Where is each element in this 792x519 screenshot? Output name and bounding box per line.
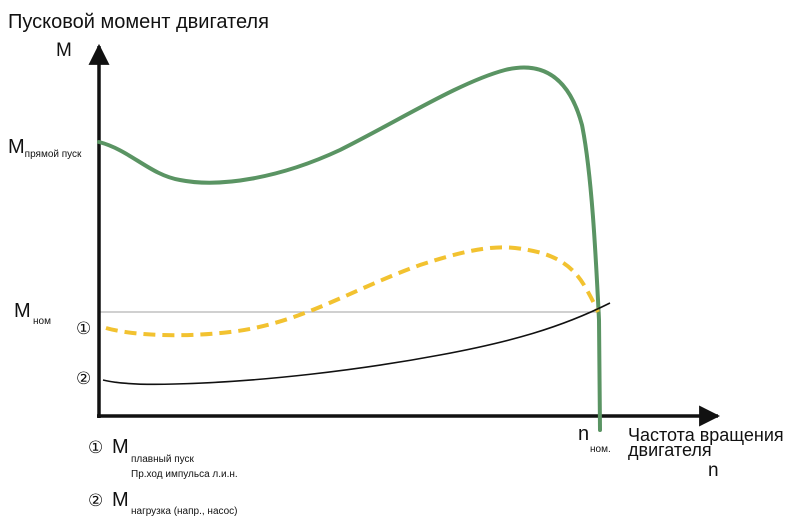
- legend-1-sub-line1: плавный пуск: [131, 454, 195, 465]
- direct-start-torque-curve: [97, 65, 602, 432]
- x-axis-label-line1: Частота вращения: [628, 425, 784, 445]
- legend-2-main: M: [112, 489, 129, 511]
- svg-text:Mпрямой пуск: Mпрямой пуск: [8, 136, 82, 160]
- y-marker-direct-start-sub: прямой пуск: [25, 149, 82, 160]
- y-axis-label: M: [56, 40, 72, 61]
- legend: ① M плавный пуск Пр.ход импульса л.и.н. …: [88, 436, 238, 517]
- legend-1-main: M: [112, 436, 129, 458]
- x-marker-nominal-sub: ном.: [590, 444, 611, 455]
- x-marker-nominal-main: n: [578, 423, 589, 445]
- y-marker-direct-start: Mпрямой пуск: [8, 136, 82, 160]
- legend-1-symbol: ①: [88, 438, 103, 457]
- y-marker-nominal: M ном: [14, 300, 51, 327]
- legend-1-sub-line2: Пр.ход импульса л.и.н.: [131, 469, 238, 480]
- y-marker-nominal-main: M: [14, 300, 31, 322]
- y-marker-nominal-sub: ном: [33, 316, 51, 327]
- curve-2-marker: ②: [76, 369, 91, 388]
- legend-2-symbol: ②: [88, 491, 103, 510]
- x-axis-symbol: n: [708, 460, 719, 481]
- legend-item-soft-start: ① M плавный пуск Пр.ход импульса л.и.н.: [88, 436, 238, 480]
- legend-item-load: ② M нагрузка (напр., насос): [88, 489, 238, 517]
- curve-1-marker: ①: [76, 319, 91, 338]
- load-torque-curve: [102, 302, 611, 386]
- legend-2-sub-line1: нагрузка (напр., насос): [131, 506, 238, 517]
- x-axis-label-line2: двигателя: [628, 440, 712, 460]
- diagram-title: Пусковой момент двигателя: [8, 11, 269, 33]
- y-marker-direct-start-main: M: [8, 136, 25, 158]
- soft-start-torque-curve: [105, 245, 600, 338]
